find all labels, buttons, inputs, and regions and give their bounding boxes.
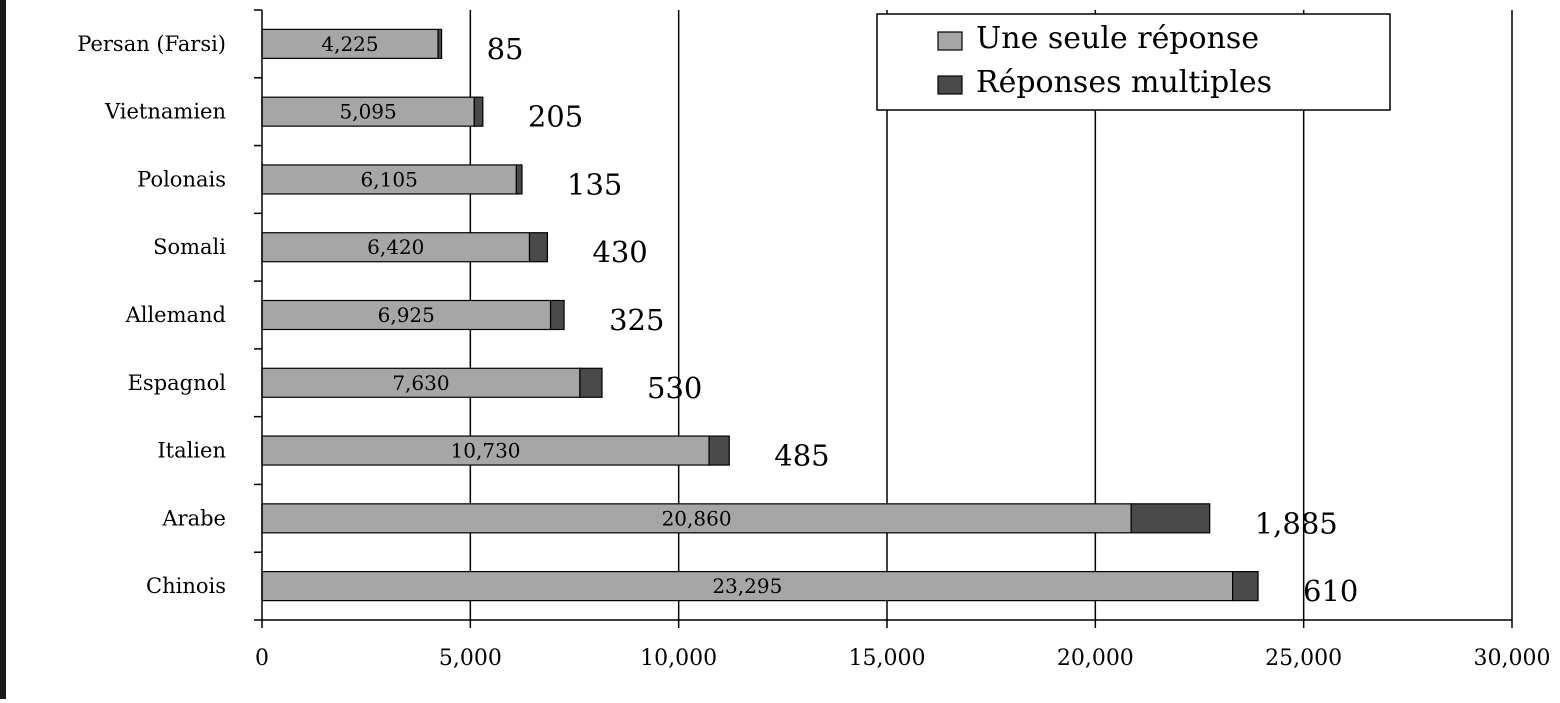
legend-swatch-single xyxy=(937,31,963,51)
category-label: Vietnamien xyxy=(104,100,226,124)
legend-swatch-multi xyxy=(937,75,963,95)
data-label-single: 7,630 xyxy=(392,371,449,395)
legend-label-multi: Réponses multiples xyxy=(976,65,1272,100)
legend: Une seule réponse Réponses multiples xyxy=(876,13,1391,111)
data-label-single: 6,420 xyxy=(367,235,424,259)
data-label-single: 6,105 xyxy=(361,167,418,191)
data-label-single: 4,225 xyxy=(321,32,378,56)
bar-multiple-responses xyxy=(528,232,549,263)
left-frame-border xyxy=(0,0,6,699)
bar-multiple-responses xyxy=(437,28,443,59)
bar-multiple-responses xyxy=(1232,571,1259,602)
data-label-multi: 1,885 xyxy=(1255,506,1338,540)
bar-single-response xyxy=(261,232,531,263)
category-label: Persan (Farsi) xyxy=(77,32,226,56)
x-tick-label: 10,000 xyxy=(640,646,717,671)
data-label-multi: 135 xyxy=(567,167,622,201)
axis-layer: 0 5,000 10,000 15,000 20,000 25,000 30,000 xyxy=(254,9,1551,671)
x-tick-label: 0 xyxy=(255,646,269,671)
data-label-single: 20,860 xyxy=(662,506,732,530)
data-label-multi: 430 xyxy=(592,235,647,269)
category-label: Polonais xyxy=(137,167,226,191)
category-label: Arabe xyxy=(161,506,226,530)
category-label: Chinois xyxy=(146,574,226,598)
label-layer: Persan (Farsi) 4,225 85 Vietnamien 5,095 205 P… xyxy=(77,32,1358,608)
bar-single-response xyxy=(261,28,439,59)
bar-single-response xyxy=(261,571,1234,602)
x-tick-label: 25,000 xyxy=(1265,646,1342,671)
data-label-single: 23,295 xyxy=(712,574,782,598)
x-tick-label: 5,000 xyxy=(439,646,502,671)
x-tick-label: 15,000 xyxy=(849,646,926,671)
legend-label-single: Une seule réponse xyxy=(976,21,1259,56)
bar-multiple-responses xyxy=(1130,503,1211,534)
x-tick-label: 30,000 xyxy=(1474,646,1551,671)
category-label: Espagnol xyxy=(128,371,227,395)
bar-multiple-responses xyxy=(515,164,523,195)
bar-single-response xyxy=(261,96,475,127)
x-tick-label: 20,000 xyxy=(1057,646,1134,671)
bar-multiple-responses xyxy=(708,435,730,466)
data-label-multi: 205 xyxy=(528,100,583,134)
data-label-multi: 85 xyxy=(487,32,524,66)
bar-multiple-responses xyxy=(579,367,603,398)
data-label-multi: 530 xyxy=(647,371,702,405)
data-label-multi: 325 xyxy=(609,303,664,337)
bar-single-response xyxy=(261,367,581,398)
category-label: Italien xyxy=(157,439,226,463)
data-label-single: 6,925 xyxy=(378,303,435,327)
bar-multiple-responses xyxy=(549,299,565,331)
bar-multiple-responses xyxy=(473,96,484,127)
bar-single-response xyxy=(261,503,1132,534)
data-label-multi: 485 xyxy=(774,439,829,473)
bar-layer xyxy=(261,28,1259,602)
data-label-single: 10,730 xyxy=(451,439,521,463)
data-label-multi: 610 xyxy=(1303,574,1358,608)
data-label-single: 5,095 xyxy=(340,100,397,124)
category-label: Somali xyxy=(153,235,226,259)
category-label: Allemand xyxy=(125,303,226,327)
